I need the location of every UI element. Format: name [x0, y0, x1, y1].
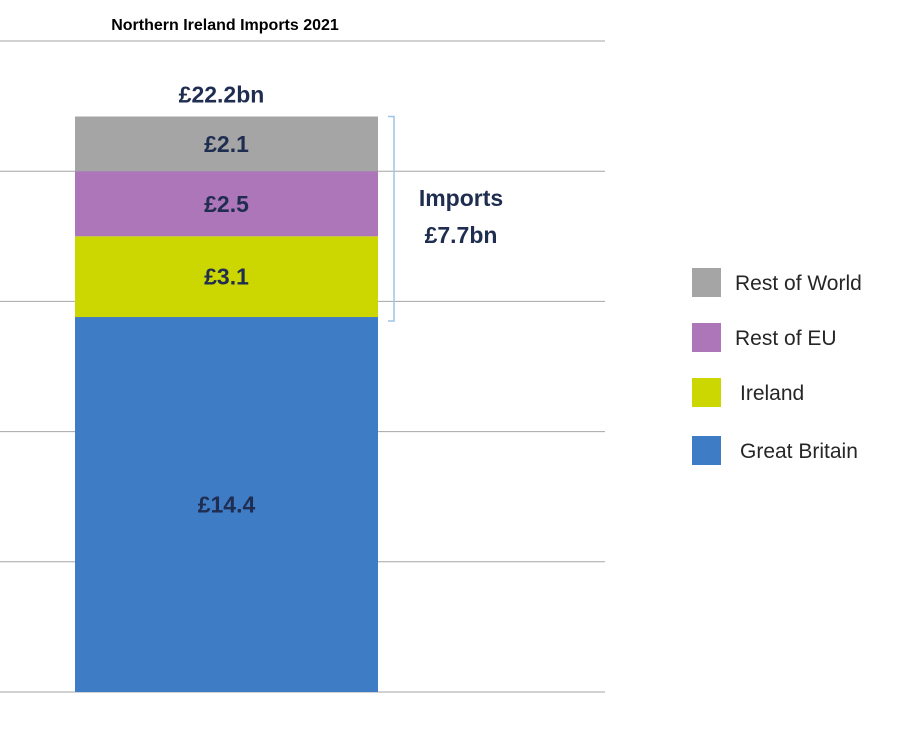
bar-segment-rest-of-eu [75, 171, 378, 237]
bar-segment-ireland [75, 236, 378, 318]
legend-label: Rest of EU [735, 327, 837, 350]
data-label: £3.1 [204, 264, 249, 290]
annotation-imports: Imports [419, 185, 503, 211]
legend-label: Great Britain [740, 440, 858, 463]
legend-item-great-britain: Great Britain [692, 436, 858, 465]
data-label: £2.1 [204, 131, 249, 157]
chart-title: Northern Ireland Imports 2021 [111, 17, 339, 34]
legend-swatch [692, 378, 721, 407]
legend-item-rest-of-eu: Rest of EU [692, 323, 837, 352]
data-label: £14.4 [198, 492, 256, 518]
legend-label: Ireland [740, 382, 804, 405]
bar-stack: £14.4 £3.1 £2.5 £2.1 [75, 116, 378, 692]
legend-item-ireland: Ireland [692, 378, 804, 407]
bar-segment-great-britain [75, 317, 378, 692]
legend-swatch [692, 436, 721, 465]
legend-swatch [692, 323, 721, 352]
total-label: £22.2bn [179, 82, 265, 108]
legend-label: Rest of World [735, 272, 862, 295]
legend: Rest of World Rest of EU Ireland Great Brit… [692, 268, 862, 465]
annotation-imports-value: £7.7bn [425, 222, 498, 248]
imports-bracket [388, 115, 395, 322]
legend-item-rest-of-world: Rest of World [692, 268, 862, 297]
data-label: £2.5 [204, 191, 249, 217]
bar-segment-rest-of-world [75, 116, 378, 172]
legend-swatch [692, 268, 721, 297]
